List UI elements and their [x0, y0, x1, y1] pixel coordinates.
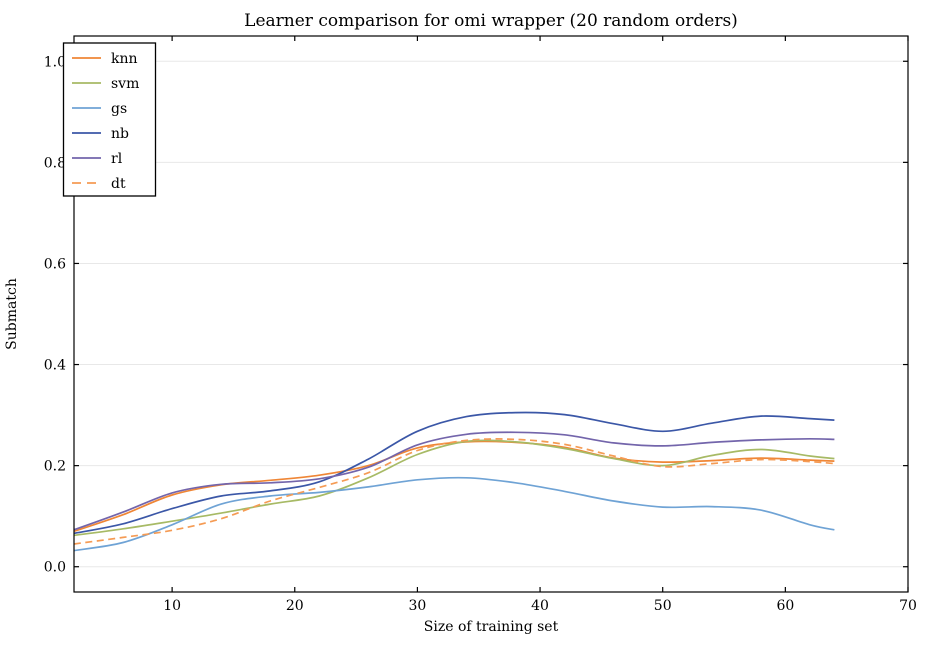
legend: knn svm gs nb rl dt: [62, 42, 157, 197]
tick-layer: [74, 36, 909, 592]
grid-layer: [74, 60, 908, 568]
x-tick-label: 70: [899, 598, 917, 614]
y-tick-label: 0.2: [44, 459, 66, 475]
y-tick-label: 0.4: [44, 358, 66, 374]
legend-label-nb: nb: [111, 126, 129, 142]
y-tick-label: 1.0: [44, 54, 66, 70]
x-tick-label: 10: [163, 598, 181, 614]
legend-label-gs: gs: [111, 101, 127, 117]
series-line-gs: [73, 476, 835, 552]
series-line-nb: [73, 411, 835, 535]
x-tick-label: 40: [531, 598, 549, 614]
y-tick-label: 0.6: [44, 256, 66, 272]
x-tick-label: 60: [776, 598, 794, 614]
legend-label-rl: rl: [111, 151, 123, 167]
series-line-svm: [73, 439, 835, 537]
series-line-rl: [73, 431, 835, 531]
tick-label-layer: 0.0 0.2 0.4 0.6 0.8 1.0 10 20 30 40 50 60 70: [44, 54, 917, 614]
legend-box: [62, 42, 157, 197]
chart-title: Learner comparison for omi wrapper (20 r…: [244, 11, 738, 31]
series-line-dt: [73, 438, 835, 545]
y-tick-label: 0.0: [44, 560, 66, 576]
x-axis-label: Size of training set: [424, 619, 559, 635]
legend-label-svm: svm: [111, 76, 139, 92]
series-layer: [73, 411, 835, 552]
y-tick-label: 0.8: [44, 155, 66, 171]
legend-label-knn: knn: [111, 51, 138, 67]
x-tick-label: 50: [654, 598, 672, 614]
plot-border: [73, 35, 909, 593]
x-tick-label: 20: [286, 598, 304, 614]
y-axis-label: Submatch: [4, 278, 20, 350]
legend-label-dt: dt: [111, 176, 126, 192]
x-tick-label: 30: [408, 598, 426, 614]
